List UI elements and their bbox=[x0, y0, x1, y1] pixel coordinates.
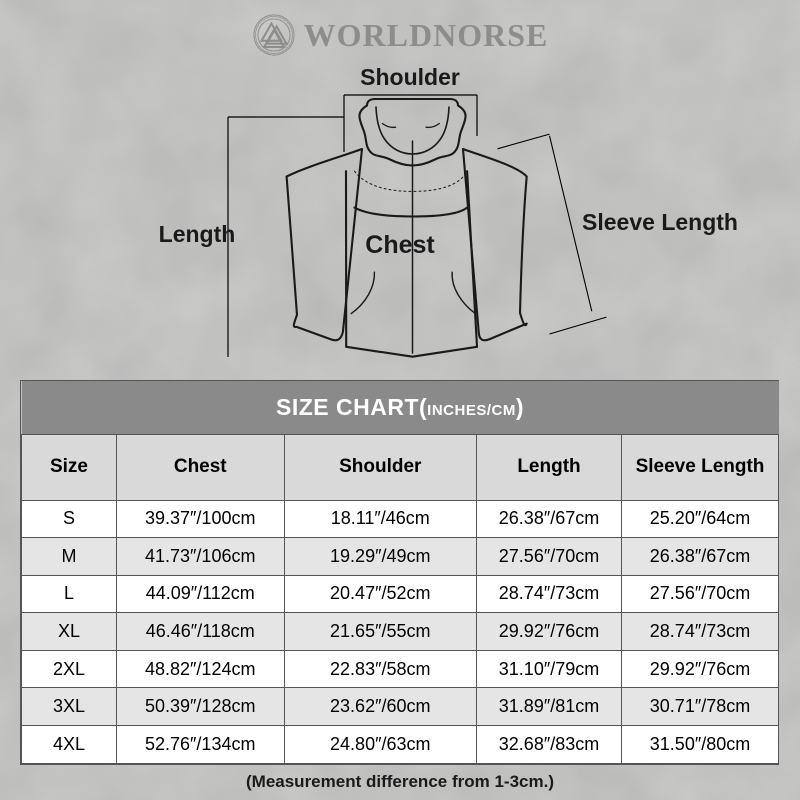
svg-text:Chest: Chest bbox=[365, 231, 435, 259]
svg-text:Sleeve Length: Sleeve Length bbox=[582, 209, 738, 235]
svg-text:Length: Length bbox=[159, 221, 236, 247]
svg-text:Shoulder: Shoulder bbox=[360, 65, 460, 90]
